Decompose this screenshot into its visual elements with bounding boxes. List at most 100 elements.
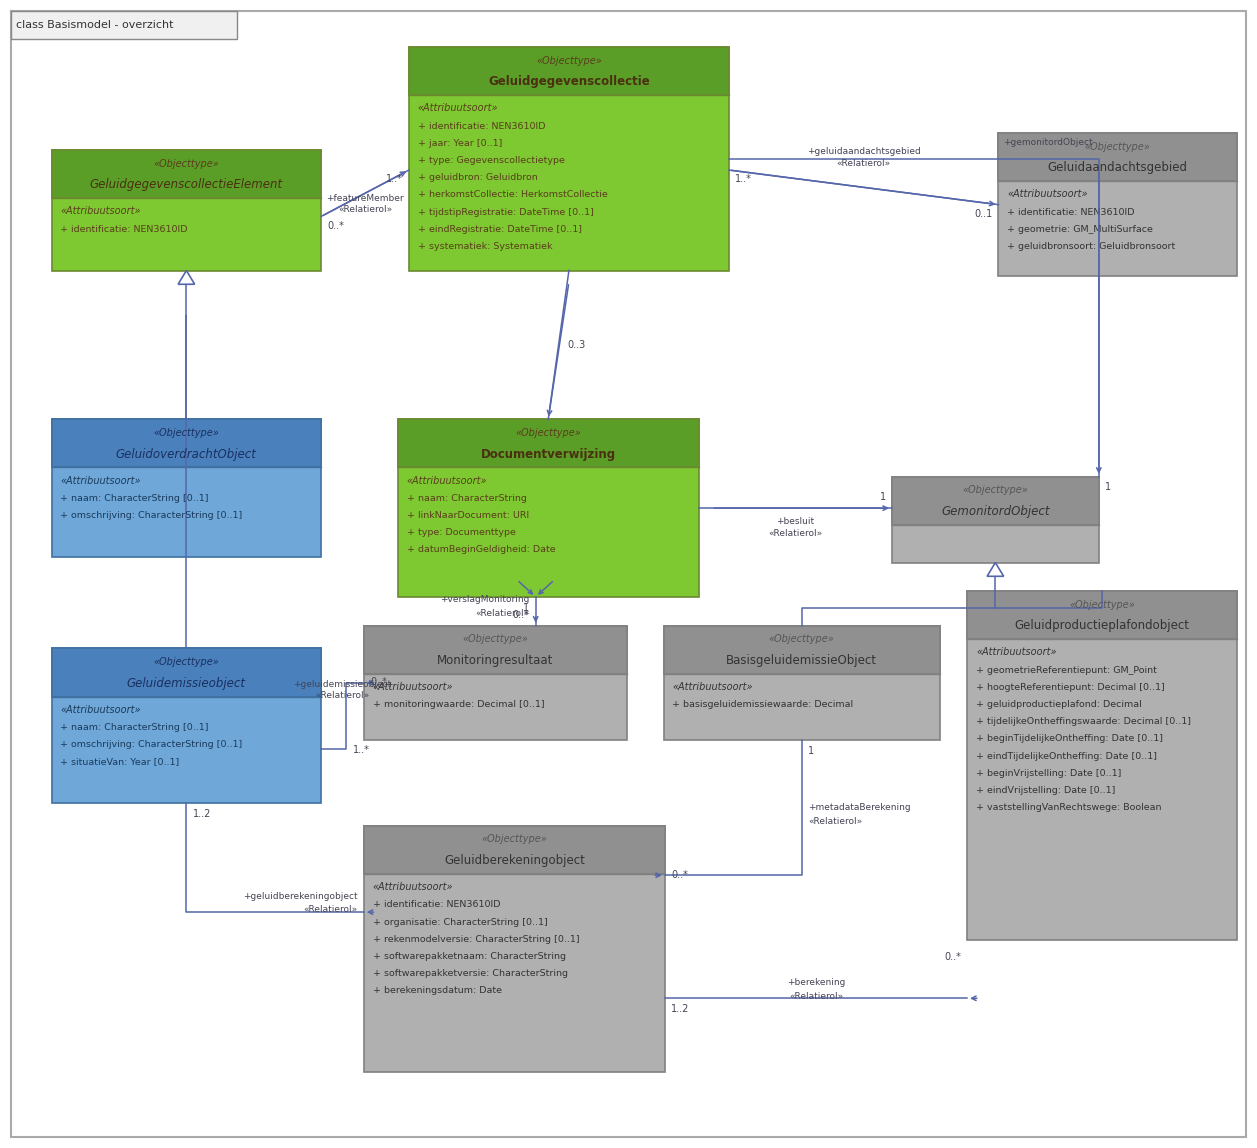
Bar xyxy=(397,419,699,597)
Text: 1: 1 xyxy=(808,746,815,755)
Text: + naam: CharacterString: + naam: CharacterString xyxy=(406,494,527,503)
Text: + beginTijdelijkeOntheffing: Date [0..1]: + beginTijdelijkeOntheffing: Date [0..1] xyxy=(975,735,1163,744)
Text: +geluidemissieobject: +geluidemissieobject xyxy=(293,680,392,689)
Bar xyxy=(892,476,1099,563)
Bar xyxy=(409,47,729,95)
Bar xyxy=(363,626,627,674)
Bar xyxy=(892,476,1099,525)
Text: GeluidgegevenscollectieElement: GeluidgegevenscollectieElement xyxy=(89,178,283,192)
Text: «Attribuutsoort»: «Attribuutsoort» xyxy=(1007,189,1087,200)
Text: «Attribuutsoort»: «Attribuutsoort» xyxy=(60,705,141,714)
Text: + identificatie: NEN3610ID: + identificatie: NEN3610ID xyxy=(1007,208,1135,217)
Text: + geluidproductieplafond: Decimal: + geluidproductieplafond: Decimal xyxy=(975,700,1141,709)
Text: + tijdstipRegistratie: DateTime [0..1]: + tijdstipRegistratie: DateTime [0..1] xyxy=(417,208,593,217)
Text: +geluidaandachtsgebied: +geluidaandachtsgebied xyxy=(807,147,920,156)
Text: «Attribuutsoort»: «Attribuutsoort» xyxy=(372,882,453,892)
Text: 1: 1 xyxy=(523,603,529,613)
Text: + omschrijving: CharacterString [0..1]: + omschrijving: CharacterString [0..1] xyxy=(60,740,243,748)
Text: +geluidberekeningobject: +geluidberekeningobject xyxy=(243,892,357,901)
Text: 0..3: 0..3 xyxy=(567,340,586,350)
Text: + organisatie: CharacterString [0..1]: + organisatie: CharacterString [0..1] xyxy=(372,917,547,926)
Text: + tijdelijkeOntheffingswaarde: Decimal [0..1]: + tijdelijkeOntheffingswaarde: Decimal [… xyxy=(975,718,1190,727)
Text: 0..*: 0..* xyxy=(370,677,387,687)
Text: + geluidbronsoort: Geluidbronsoort: + geluidbronsoort: Geluidbronsoort xyxy=(1007,242,1175,251)
Text: + rekenmodelversie: CharacterString [0..1]: + rekenmodelversie: CharacterString [0..… xyxy=(372,934,579,944)
Text: «Attribuutsoort»: «Attribuutsoort» xyxy=(372,682,453,691)
Text: 1..*: 1..* xyxy=(352,745,370,754)
Text: +verslagMonitoring: +verslagMonitoring xyxy=(440,596,529,604)
Text: 1..2: 1..2 xyxy=(192,809,211,819)
Text: «Objecttype»: «Objecttype» xyxy=(463,634,528,644)
Text: +gemonitordObject: +gemonitordObject xyxy=(1003,139,1092,147)
Text: +berekening: +berekening xyxy=(787,978,845,987)
Text: Monitoringresultaat: Monitoringresultaat xyxy=(437,653,554,667)
Text: «Objecttype»: «Objecttype» xyxy=(481,835,547,845)
Text: + beginVrijstelling: Date [0..1]: + beginVrijstelling: Date [0..1] xyxy=(975,769,1121,777)
Text: Documentverwijzing: Documentverwijzing xyxy=(480,448,616,460)
Text: +featureMember: +featureMember xyxy=(327,194,403,203)
Text: «Attribuutsoort»: «Attribuutsoort» xyxy=(60,207,141,216)
Text: «Objecttype»: «Objecttype» xyxy=(153,158,219,169)
Text: «Attribuutsoort»: «Attribuutsoort» xyxy=(672,682,753,691)
Text: «Attribuutsoort»: «Attribuutsoort» xyxy=(417,103,498,114)
Text: + eindRegistratie: DateTime [0..1]: + eindRegistratie: DateTime [0..1] xyxy=(417,225,582,234)
Text: «Objecttype»: «Objecttype» xyxy=(1070,599,1135,610)
Bar xyxy=(363,626,627,740)
Text: +besluit: +besluit xyxy=(777,518,815,526)
Text: + naam: CharacterString [0..1]: + naam: CharacterString [0..1] xyxy=(60,723,209,732)
Text: Geluidgegevenscollectie: Geluidgegevenscollectie xyxy=(488,76,650,88)
Text: class Basismodel - overzicht: class Basismodel - overzicht xyxy=(16,21,173,31)
Text: + type: Gegevenscollectietype: + type: Gegevenscollectietype xyxy=(417,156,564,165)
Text: «Attribuutsoort»: «Attribuutsoort» xyxy=(975,647,1056,658)
Text: + berekeningsdatum: Date: + berekeningsdatum: Date xyxy=(372,986,502,995)
Bar xyxy=(998,133,1237,181)
Text: 1..*: 1..* xyxy=(735,174,752,184)
Text: 0..*: 0..* xyxy=(328,220,344,231)
Text: «Objecttype»: «Objecttype» xyxy=(153,657,219,667)
Text: «Attribuutsoort»: «Attribuutsoort» xyxy=(406,475,486,486)
Text: Geluidaandachtsgebied: Geluidaandachtsgebied xyxy=(1047,161,1188,174)
Bar xyxy=(998,133,1237,277)
Text: «Relatierol»: «Relatierol» xyxy=(338,205,392,215)
Text: «Relatierol»: «Relatierol» xyxy=(316,691,370,700)
Bar xyxy=(409,47,729,271)
Text: + eindTijdelijkeOntheffing: Date [0..1]: + eindTijdelijkeOntheffing: Date [0..1] xyxy=(975,752,1156,760)
Text: + situatieVan: Year [0..1]: + situatieVan: Year [0..1] xyxy=(60,758,180,766)
Text: + jaar: Year [0..1]: + jaar: Year [0..1] xyxy=(417,139,502,148)
Bar xyxy=(664,626,939,674)
Text: + softwarepakketnaam: CharacterString: + softwarepakketnaam: CharacterString xyxy=(372,952,566,961)
Text: + datumBeginGeldigheid: Date: + datumBeginGeldigheid: Date xyxy=(406,545,556,554)
Text: «Objecttype»: «Objecttype» xyxy=(769,634,835,644)
Text: + identificatie: NEN3610ID: + identificatie: NEN3610ID xyxy=(417,122,546,131)
Polygon shape xyxy=(178,271,195,285)
Text: + identificatie: NEN3610ID: + identificatie: NEN3610ID xyxy=(60,225,187,234)
Bar xyxy=(967,591,1237,940)
Text: «Relatierol»: «Relatierol» xyxy=(789,992,843,1001)
Text: 1: 1 xyxy=(1105,482,1111,492)
Text: 1..2: 1..2 xyxy=(671,1004,690,1014)
Text: 0..*: 0..* xyxy=(671,870,688,881)
Text: Geluidberekeningobject: Geluidberekeningobject xyxy=(444,854,585,867)
Bar xyxy=(52,649,322,697)
Bar xyxy=(52,150,322,271)
Text: «Objecttype»: «Objecttype» xyxy=(1085,141,1150,152)
Text: «Objecttype»: «Objecttype» xyxy=(963,486,1028,495)
Text: + systematiek: Systematiek: + systematiek: Systematiek xyxy=(417,242,552,251)
Text: + geometrieReferentiepunt: GM_Point: + geometrieReferentiepunt: GM_Point xyxy=(975,666,1156,675)
Text: 0..*: 0..* xyxy=(513,610,529,620)
Text: + identificatie: NEN3610ID: + identificatie: NEN3610ID xyxy=(372,900,500,909)
Text: «Relatierol»: «Relatierol» xyxy=(475,608,529,618)
Text: +metadataBerekening: +metadataBerekening xyxy=(808,804,910,812)
Text: + omschrijving: CharacterString [0..1]: + omschrijving: CharacterString [0..1] xyxy=(60,511,243,520)
Text: + type: Documenttype: + type: Documenttype xyxy=(406,528,515,537)
FancyBboxPatch shape xyxy=(11,10,238,39)
Text: «Relatierol»: «Relatierol» xyxy=(303,906,357,915)
Text: + vaststellingVanRechtswege: Boolean: + vaststellingVanRechtswege: Boolean xyxy=(975,804,1161,812)
Text: «Relatierol»: «Relatierol» xyxy=(808,817,862,825)
Text: + linkNaarDocument: URI: + linkNaarDocument: URI xyxy=(406,511,529,520)
Bar xyxy=(363,825,665,1072)
Text: + eindVrijstelling: Date [0..1]: + eindVrijstelling: Date [0..1] xyxy=(975,786,1115,794)
Bar xyxy=(397,419,699,467)
Text: «Objecttype»: «Objecttype» xyxy=(153,428,219,437)
Text: BasisgeluidemissieObject: BasisgeluidemissieObject xyxy=(727,653,877,667)
